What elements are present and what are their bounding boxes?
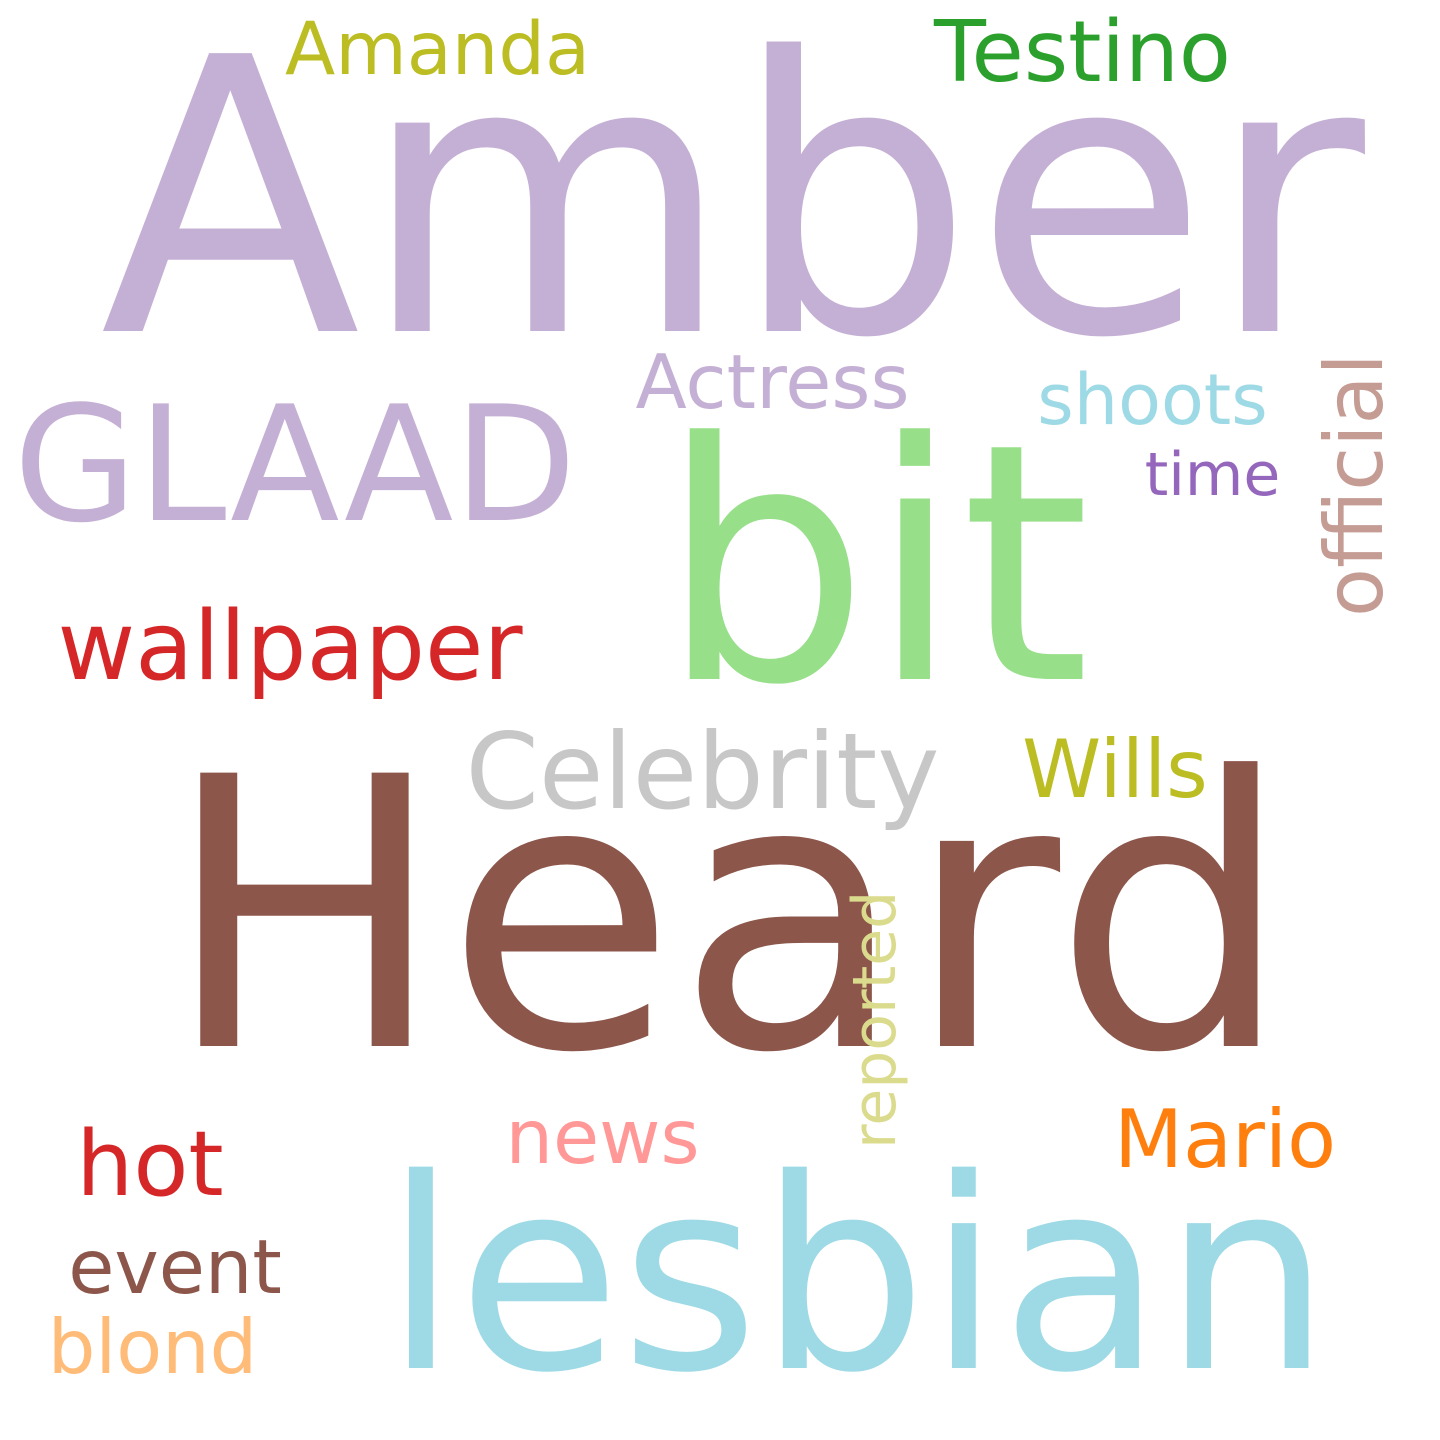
word-time: time: [1144, 440, 1281, 510]
word-bit: bit: [659, 373, 1091, 757]
word-news: news: [505, 1093, 700, 1181]
word-blond: blond: [47, 1303, 258, 1391]
word-celebrity: Celebrity: [465, 711, 940, 833]
word-event: event: [68, 1223, 282, 1311]
word-testino: Testino: [934, 3, 1231, 102]
word-amanda: Amanda: [285, 7, 590, 93]
word-heard: Heard: [163, 699, 1292, 1135]
word-actress: Actress: [635, 338, 910, 426]
word-lesbian: lesbian: [384, 1123, 1331, 1431]
word-glaad: GLAAD: [13, 371, 577, 558]
word-shoots: shoots: [1037, 359, 1268, 441]
word-wills: Wills: [1022, 723, 1208, 816]
word-hot: hot: [76, 1112, 224, 1217]
word-amber: Amber: [100, 0, 1365, 422]
word-wallpaper: wallpaper: [57, 592, 523, 702]
word-mario: Mario: [1113, 1093, 1337, 1186]
word-reported: reported: [840, 890, 910, 1150]
word-official: official: [1308, 353, 1401, 617]
